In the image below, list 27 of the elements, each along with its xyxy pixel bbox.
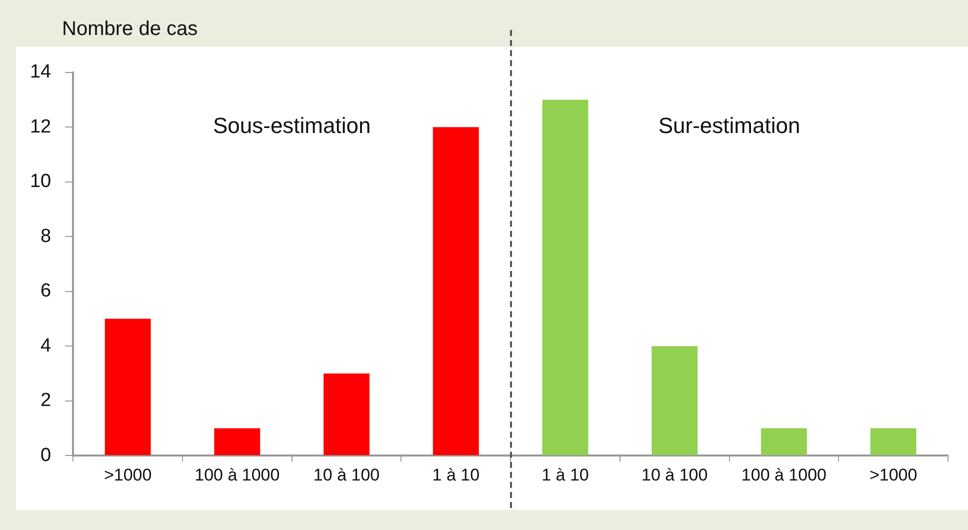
y-tick-label: 14 (30, 62, 52, 83)
y-tick-label: 10 (30, 171, 52, 192)
x-tick-label: >1000 (104, 465, 152, 484)
annotation: Sur-estimation (658, 113, 800, 138)
bar (870, 428, 916, 456)
x-tick-label: 1 à 10 (432, 465, 480, 484)
y-tick-label: 8 (40, 226, 52, 247)
bar (652, 346, 698, 456)
x-tick-label: 100 à 1000 (741, 465, 827, 484)
x-tick-label: 10 à 100 (313, 465, 380, 484)
x-tick-label: 10 à 100 (642, 465, 708, 484)
annotation: Sous-estimation (212, 113, 371, 138)
y-tick-label: 0 (40, 444, 52, 466)
bar (324, 373, 370, 456)
y-tick-label: 6 (40, 280, 52, 302)
bar (104, 318, 151, 456)
bar (761, 428, 807, 456)
y-tick-label: 2 (40, 390, 52, 412)
y-tick-label: 12 (30, 116, 52, 138)
x-tick-label: 100 à 1000 (194, 465, 280, 484)
bar (214, 428, 260, 456)
y-axis-title: Nombre de cas (62, 18, 198, 41)
x-tick-label: >1000 (869, 465, 918, 484)
x-tick-label: 1 à 10 (542, 465, 589, 484)
bar (432, 127, 479, 456)
bar (542, 100, 588, 456)
y-tick-label: 4 (40, 335, 52, 356)
